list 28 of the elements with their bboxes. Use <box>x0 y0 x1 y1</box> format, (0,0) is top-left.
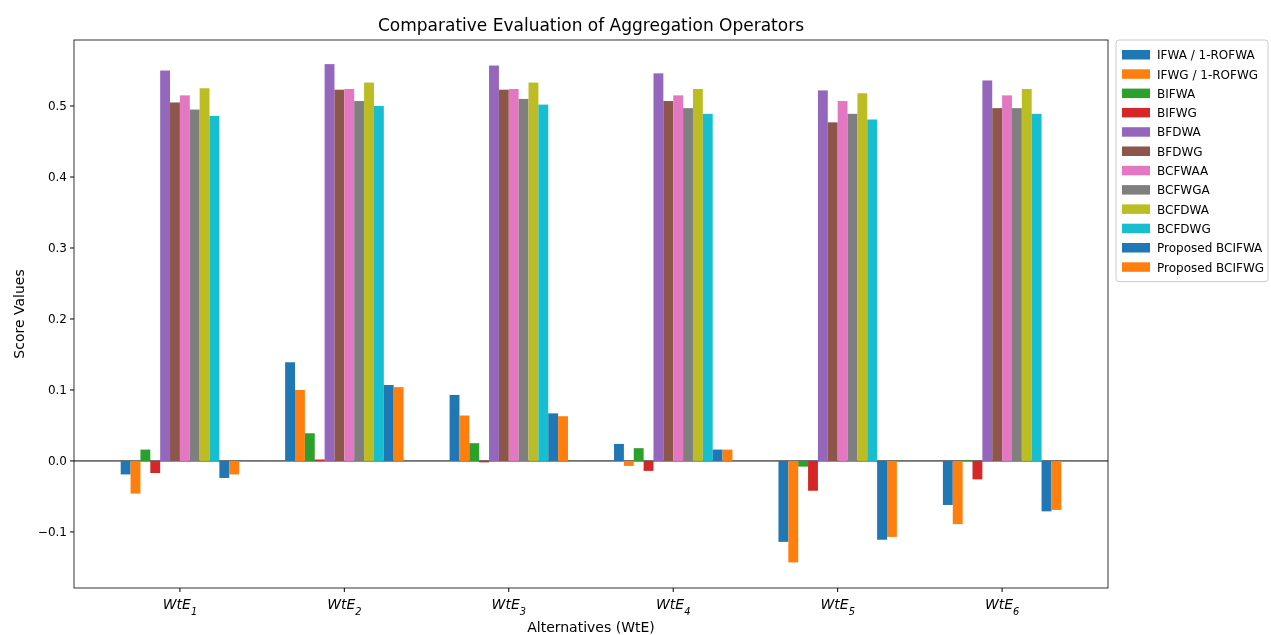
legend-label: BCFWGA <box>1157 183 1211 198</box>
legend-label: BIFWA <box>1157 86 1196 101</box>
y-tick-label: 0.1 <box>47 383 67 398</box>
x-tick-label: WtE$_{5}$ <box>820 596 855 617</box>
x-tick-label: WtE$_{3}$ <box>491 596 526 617</box>
legend-label: Proposed BCIFWA <box>1157 241 1264 256</box>
legend-label: BIFWG <box>1157 106 1197 121</box>
y-tick-label: −0.1 <box>37 525 67 540</box>
legend-label: BFDWG <box>1157 144 1203 159</box>
legend-label: BFDWA <box>1157 125 1202 140</box>
legend-label: BCFDWA <box>1157 202 1210 217</box>
x-axis-title: Alternatives (WtE) <box>527 619 655 635</box>
legend-label: BCFDWG <box>1157 221 1211 236</box>
y-tick-label: 0.0 <box>47 454 67 469</box>
legend-label: Proposed BCIFWG <box>1157 260 1265 275</box>
legend-label: IFWG / 1-ROFWG <box>1157 67 1259 82</box>
chart-title: Comparative Evaluation of Aggregation Operators <box>377 15 805 35</box>
y-tick-label: 0.4 <box>47 170 67 185</box>
y-tick-label: 0.3 <box>47 241 67 256</box>
y-tick-label: 0.5 <box>47 99 67 114</box>
legend-label: IFWA / 1-ROFWA <box>1157 48 1256 63</box>
y-tick-label: 0.2 <box>47 312 67 327</box>
y-axis-title: Score Values <box>11 269 27 359</box>
x-tick-label: WtE$_{6}$ <box>984 596 1020 617</box>
x-tick-label: WtE$_{1}$ <box>162 596 198 617</box>
legend-label: BCFWAA <box>1157 164 1210 178</box>
x-tick-label: WtE$_{4}$ <box>656 596 691 617</box>
x-tick-label: WtE$_{2}$ <box>327 596 362 617</box>
